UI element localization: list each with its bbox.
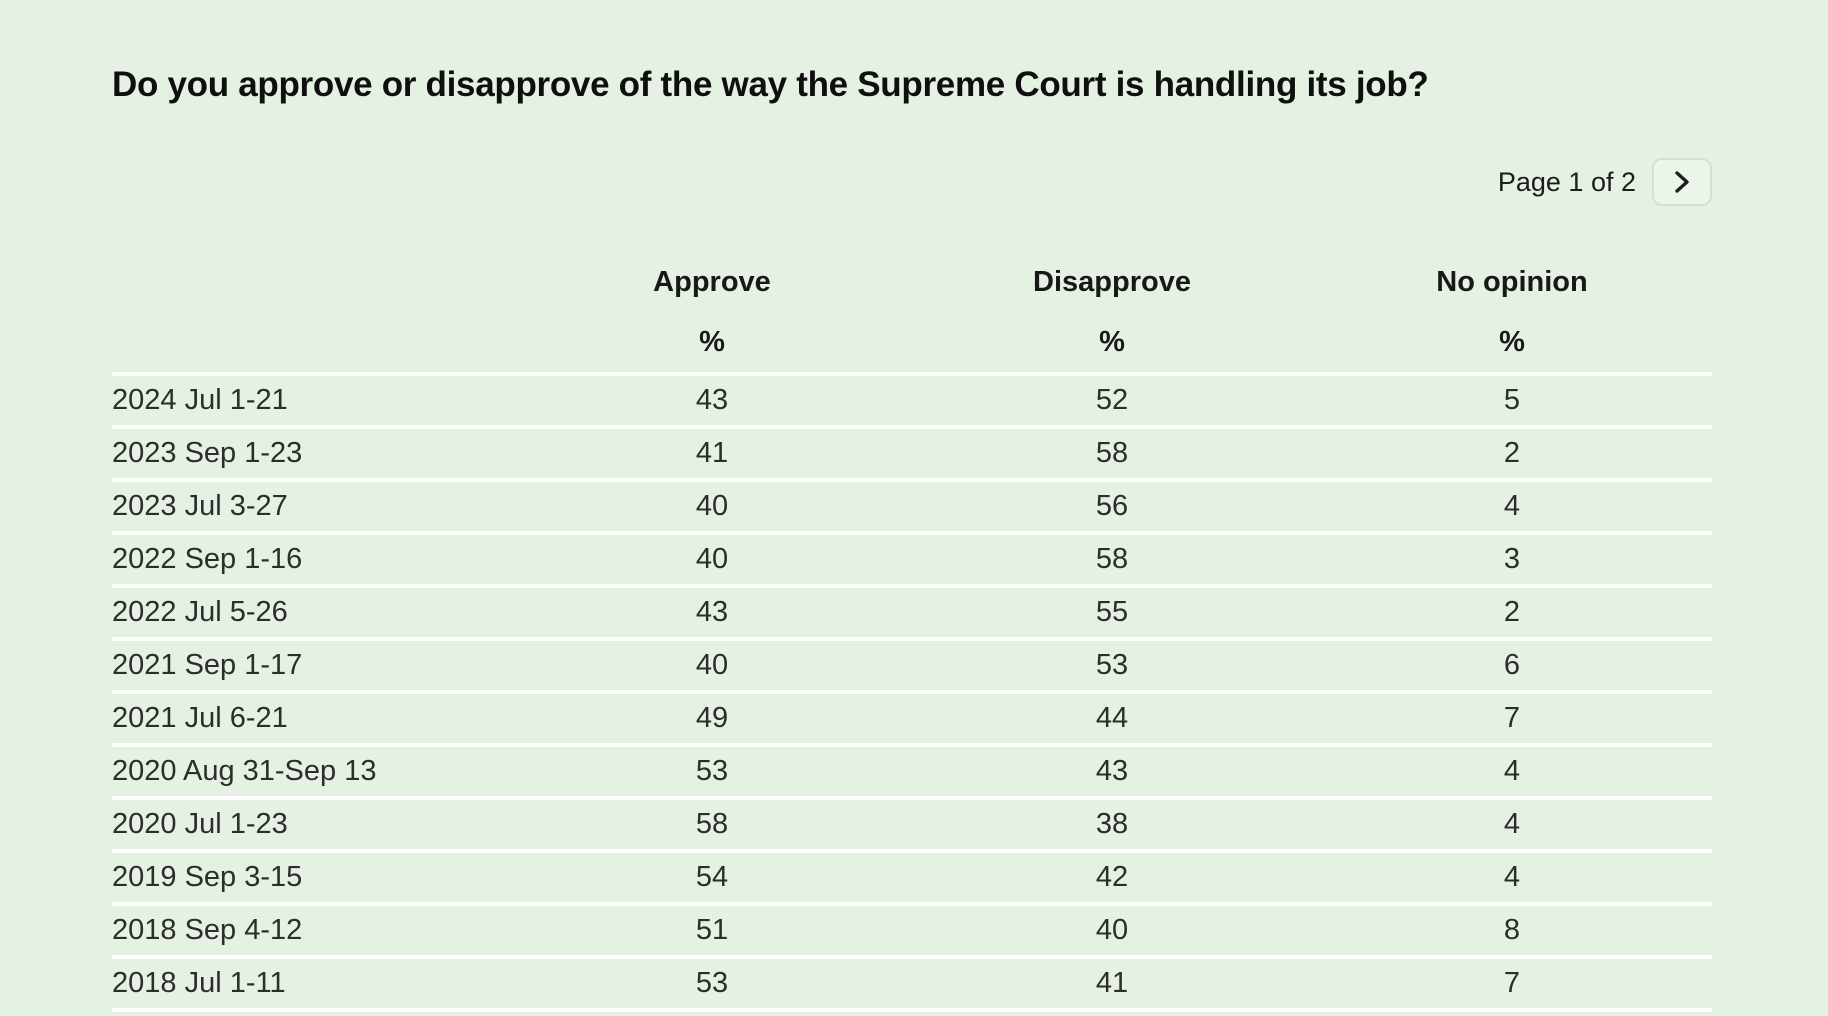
no-opinion-value-cell: 7: [1503, 967, 1521, 999]
approve-value-cell: 53: [695, 967, 729, 999]
table-row: 2019 Sep 3-15 54 42 4: [112, 853, 1712, 906]
no-opinion-value-cell: 8: [1503, 914, 1521, 946]
no-opinion-value-cell: 3: [1503, 543, 1521, 575]
approve-column-header: Approve: [653, 265, 771, 298]
no-opinion-value-cell: 4: [1503, 490, 1521, 522]
table-row: 2023 Jul 3-27 40 56 4: [112, 482, 1712, 535]
no-opinion-value-cell: 2: [1503, 437, 1521, 469]
unit-cell-no-opinion: %: [1499, 325, 1525, 358]
approve-value-cell: 41: [695, 437, 729, 469]
table-row: 2020 Jul 1-23 58 38 4: [112, 800, 1712, 853]
poll-date-cell: 2018 Jul 1-11: [112, 967, 286, 999]
poll-date-cell: 2023 Jul 3-27: [112, 490, 288, 522]
disapprove-value-cell: 58: [1095, 543, 1129, 575]
table-row: 2018 Sep 4-12 51 40 8: [112, 906, 1712, 959]
table-row: 2022 Sep 1-16 40 58 3: [112, 535, 1712, 588]
no-opinion-column-header: No opinion: [1436, 265, 1588, 298]
table-row: 2021 Sep 1-17 40 53 6: [112, 641, 1712, 694]
disapprove-value-cell: 55: [1095, 596, 1129, 628]
disapprove-value-cell: 56: [1095, 490, 1129, 522]
unit-row: % % %: [112, 312, 1712, 372]
approve-value-cell: 40: [695, 543, 729, 575]
table-row: 2022 Jul 5-26 43 55 2: [112, 588, 1712, 641]
disapprove-value-cell: 40: [1095, 914, 1129, 946]
table-row: 2023 Sep 1-23 41 58 2: [112, 429, 1712, 482]
poll-date-cell: 2021 Sep 1-17: [112, 649, 303, 681]
poll-date-cell: 2022 Sep 1-16: [112, 543, 303, 575]
poll-date-cell: 2023 Sep 1-23: [112, 437, 303, 469]
table-row: 2024 Jul 1-21 43 52 5: [112, 376, 1712, 429]
approve-value-cell: 43: [695, 384, 729, 416]
approve-value-cell: 43: [695, 596, 729, 628]
disapprove-value-cell: 53: [1095, 649, 1129, 681]
poll-date-cell: 2018 Sep 4-12: [112, 914, 303, 946]
page-indicator: Page 1 of 2: [1497, 166, 1636, 197]
poll-results-table: Approve Disapprove No opinion % % % 2024…: [112, 252, 1712, 1012]
table-row: 2020 Aug 31-Sep 13 53 43 4: [112, 747, 1712, 800]
disapprove-value-cell: 41: [1095, 967, 1129, 999]
approve-value-cell: 53: [695, 755, 729, 787]
pagination: Page 1 of 2: [1498, 158, 1712, 206]
unit-cell-disapprove: %: [1099, 325, 1125, 358]
disapprove-value-cell: 38: [1095, 808, 1129, 840]
no-opinion-value-cell: 4: [1503, 808, 1521, 840]
disapprove-value-cell: 44: [1095, 702, 1129, 734]
approve-value-cell: 58: [695, 808, 729, 840]
poll-date-cell: 2021 Jul 6-21: [112, 702, 288, 734]
approve-value-cell: 40: [695, 649, 729, 681]
chevron-right-icon: [1672, 169, 1692, 195]
next-page-button[interactable]: [1652, 158, 1712, 206]
table-row: 2018 Jul 1-11 53 41 7: [112, 959, 1712, 1012]
no-opinion-value-cell: 4: [1503, 755, 1521, 787]
approve-value-cell: 49: [695, 702, 729, 734]
table-row: 2021 Jul 6-21 49 44 7: [112, 694, 1712, 747]
disapprove-value-cell: 42: [1095, 861, 1129, 893]
no-opinion-value-cell: 4: [1503, 861, 1521, 893]
unit-cell-approve: %: [699, 325, 725, 358]
table-body: 2024 Jul 1-21 43 52 5 2023 Sep 1-23 41 5…: [112, 372, 1712, 1012]
poll-date-cell: 2022 Jul 5-26: [112, 596, 288, 628]
poll-date-cell: 2024 Jul 1-21: [112, 384, 288, 416]
approve-value-cell: 40: [695, 490, 729, 522]
approve-value-cell: 54: [695, 861, 729, 893]
disapprove-column-header: Disapprove: [1033, 265, 1191, 298]
poll-date-cell: 2020 Jul 1-23: [112, 808, 288, 840]
approve-value-cell: 51: [695, 914, 729, 946]
poll-date-cell: 2020 Aug 31-Sep 13: [112, 755, 377, 787]
no-opinion-value-cell: 7: [1503, 702, 1521, 734]
no-opinion-value-cell: 5: [1503, 384, 1521, 416]
no-opinion-value-cell: 6: [1503, 649, 1521, 681]
poll-date-cell: 2019 Sep 3-15: [112, 861, 303, 893]
disapprove-value-cell: 52: [1095, 384, 1129, 416]
table-header-row: Approve Disapprove No opinion: [112, 252, 1712, 312]
no-opinion-value-cell: 2: [1503, 596, 1521, 628]
page-title: Do you approve or disapprove of the way …: [112, 65, 1429, 105]
disapprove-value-cell: 43: [1095, 755, 1129, 787]
disapprove-value-cell: 58: [1095, 437, 1129, 469]
